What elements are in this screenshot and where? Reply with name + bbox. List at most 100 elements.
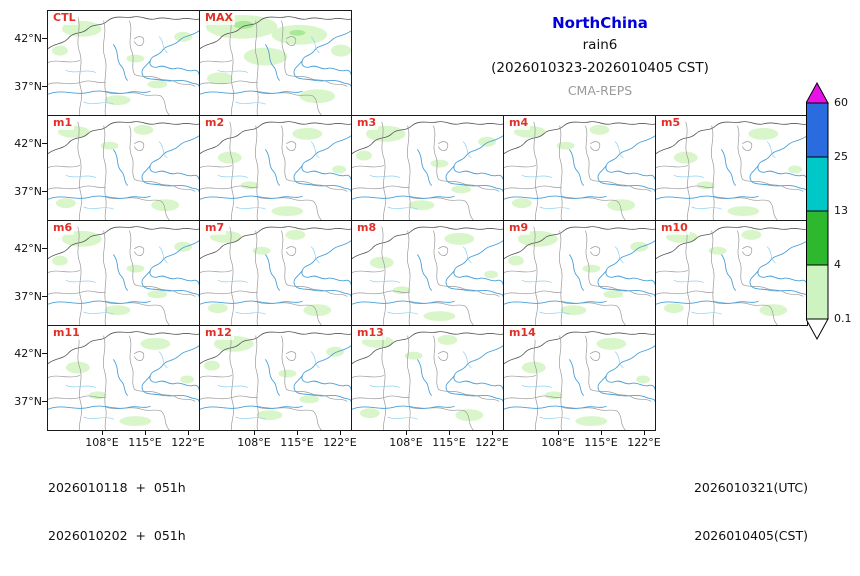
- lon-axis-col3: 108°E 115°E 122°E: [351, 431, 509, 455]
- map-canvas: [200, 14, 351, 115]
- valid-time-cst: 2026010405(CST): [694, 528, 808, 543]
- panel-label: m4: [507, 116, 531, 130]
- lat-tick: [42, 401, 47, 402]
- lon-axis-col1: 108°E 115°E 122°E: [47, 431, 205, 455]
- map-panel-m1: m1: [47, 115, 200, 221]
- lon-label-108e: 108°E: [541, 436, 575, 449]
- colorbar-segment-0.1-4: [806, 264, 829, 320]
- lon-tick: [492, 431, 493, 435]
- map-canvas: [504, 331, 655, 430]
- variable-title: rain6: [582, 37, 618, 53]
- valid-time-block: 2026010321(UTC) 2026010405(CST): [694, 448, 808, 576]
- colorbar-label-13: 13: [834, 204, 848, 217]
- lon-label-115e: 115°E: [584, 436, 618, 449]
- panel-label: m13: [355, 326, 386, 340]
- map-canvas: [200, 121, 351, 220]
- lat-tick: [42, 248, 47, 249]
- lon-label-108e: 108°E: [85, 436, 119, 449]
- panel-label: m14: [507, 326, 538, 340]
- map-panel-m12: m12: [199, 325, 352, 431]
- colorbar-over-arrow: [806, 82, 829, 104]
- map-panel-m2: m2: [199, 115, 352, 221]
- panel-label: m1: [51, 116, 75, 130]
- map-canvas: [48, 121, 199, 220]
- map-canvas: [504, 121, 655, 220]
- map-panel-m13: m13: [351, 325, 504, 431]
- colorbar-label-25: 25: [834, 150, 848, 163]
- valid-time-utc: 2026010321(UTC): [693, 480, 808, 495]
- lon-tick: [254, 431, 255, 435]
- lon-tick: [449, 431, 450, 435]
- period-title: (2026010323-2026010405 CST): [491, 60, 709, 76]
- lat-tick: [42, 86, 47, 87]
- lat-label-42n-row2: 42°N: [14, 137, 42, 150]
- model-title: CMA-REPS: [567, 83, 633, 98]
- lat-label-42n-row1: 42°N: [14, 32, 42, 45]
- init-time-block: 2026010118 + 051h 2026010202 + 051h: [48, 448, 186, 576]
- lon-label-108e: 108°E: [237, 436, 271, 449]
- lat-tick: [42, 296, 47, 297]
- map-canvas: [656, 226, 807, 325]
- lon-tick: [102, 431, 103, 435]
- panel-label: m12: [203, 326, 234, 340]
- colorbar-label-4: 4: [834, 258, 841, 271]
- lon-tick: [406, 431, 407, 435]
- lat-label-37n-row4: 37°N: [14, 395, 42, 408]
- map-canvas: [200, 226, 351, 325]
- init-time-line2: 2026010202 + 051h: [48, 528, 186, 543]
- lat-tick: [42, 143, 47, 144]
- map-panel-m7: m7: [199, 220, 352, 326]
- panel-label: m8: [355, 221, 379, 235]
- panel-label: m10: [659, 221, 690, 235]
- lon-label-122e: 122°E: [627, 436, 661, 449]
- map-panel-m8: m8: [351, 220, 504, 326]
- lon-label-108e: 108°E: [389, 436, 423, 449]
- lat-label-42n-row3: 42°N: [14, 242, 42, 255]
- panel-label: m5: [659, 116, 683, 130]
- lon-label-115e: 115°E: [280, 436, 314, 449]
- rainfall-colorbar: 60 25 13 4 0.1: [806, 82, 852, 341]
- map-panel-m14: m14: [503, 325, 656, 431]
- panel-label: MAX: [203, 11, 235, 25]
- lon-label-122e: 122°E: [323, 436, 357, 449]
- lat-label-42n-row4: 42°N: [14, 347, 42, 360]
- lon-tick: [297, 431, 298, 435]
- map-canvas: [504, 226, 655, 325]
- lon-tick: [601, 431, 602, 435]
- lat-label-37n-row1: 37°N: [14, 80, 42, 93]
- map-panel-m9: m9: [503, 220, 656, 326]
- map-canvas: [48, 16, 199, 115]
- map-canvas: [656, 121, 807, 220]
- colorbar-segment-4-13: [806, 210, 829, 266]
- lon-label-122e: 122°E: [475, 436, 509, 449]
- panel-label: m3: [355, 116, 379, 130]
- init-time-line1: 2026010118 + 051h: [48, 480, 186, 495]
- lon-tick: [188, 431, 189, 435]
- colorbar-segment-25-60: [806, 102, 829, 158]
- lon-tick: [340, 431, 341, 435]
- ensemble-rainfall-figure: CTL MAX m1 m2 m3 m4 m5 m6 m7 m8 m9: [14, 10, 852, 543]
- map-panel-max: MAX: [199, 10, 352, 116]
- colorbar-under-arrow: [806, 318, 829, 341]
- map-panel-m3: m3: [351, 115, 504, 221]
- colorbar-label-60: 60: [834, 96, 848, 109]
- map-panel-m11: m11: [47, 325, 200, 431]
- lon-tick: [558, 431, 559, 435]
- map-canvas: [48, 226, 199, 325]
- lon-tick: [145, 431, 146, 435]
- map-canvas: [352, 121, 503, 220]
- map-panel-m10: m10: [655, 220, 808, 326]
- panel-label: m11: [51, 326, 82, 340]
- panel-label: m9: [507, 221, 531, 235]
- lon-label-122e: 122°E: [171, 436, 205, 449]
- lon-tick: [644, 431, 645, 435]
- panel-label: CTL: [51, 11, 78, 25]
- panel-label: m7: [203, 221, 227, 235]
- lat-label-37n-row2: 37°N: [14, 185, 42, 198]
- map-canvas: [352, 331, 503, 430]
- lat-tick: [42, 38, 47, 39]
- map-canvas: [352, 226, 503, 325]
- lon-label-115e: 115°E: [128, 436, 162, 449]
- region-title: NorthChina: [552, 14, 648, 32]
- map-canvas: [48, 331, 199, 430]
